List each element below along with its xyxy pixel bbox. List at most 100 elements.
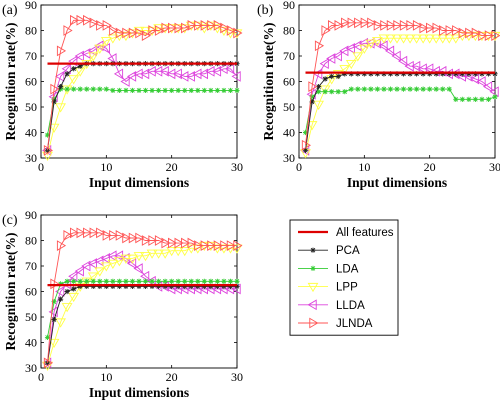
marker-lda (302, 129, 309, 136)
legend: All features PCA LDA LPP LLDA JLNDA (289, 219, 399, 336)
marker-lpp (87, 272, 99, 282)
x-tick-label: 20 (166, 160, 178, 174)
legend-label: All features (336, 227, 394, 239)
marker-lpp (319, 85, 331, 95)
marker-lpp (81, 277, 93, 287)
marker-lda (329, 89, 335, 95)
marker-pca (221, 283, 227, 289)
marker-llda (417, 63, 427, 75)
marker-jlnda (148, 235, 158, 246)
legend-marker (309, 317, 319, 329)
marker-lpp (55, 103, 66, 113)
marker-pca (479, 71, 485, 77)
marker-pca (322, 76, 328, 82)
marker-llda (411, 60, 421, 72)
marker-llda (94, 255, 104, 267)
marker-jlnda (135, 232, 145, 244)
marker-lda (129, 87, 136, 94)
marker-jlnda (154, 235, 165, 246)
marker-llda (146, 65, 156, 77)
marker-lda (492, 94, 498, 100)
marker-llda (133, 68, 143, 80)
marker-lpp (456, 31, 468, 42)
legend-label: PCA (336, 245, 360, 257)
panel-label: (c) (2, 213, 18, 228)
marker-lda (427, 86, 433, 92)
marker-pca (414, 71, 420, 77)
marker-llda (179, 71, 189, 82)
marker-lpp (225, 29, 236, 39)
marker-lda (103, 278, 109, 284)
legend-box (289, 219, 399, 336)
marker-jlnda (161, 237, 171, 249)
marker-pca (361, 71, 367, 77)
marker-llda (126, 71, 137, 82)
marker-pca (492, 71, 498, 77)
marker-lda (110, 278, 116, 284)
marker-lpp (159, 249, 171, 259)
y-tick-label: 30 (25, 361, 37, 375)
marker-lpp (218, 244, 230, 254)
marker-pca (71, 66, 77, 72)
marker-llda (185, 71, 195, 82)
x-tick-label: 30 (489, 160, 500, 174)
marker-pca (234, 283, 240, 289)
series-jlnda (43, 14, 243, 156)
marker-jlnda (354, 17, 364, 29)
marker-llda (81, 48, 91, 59)
marker-jlnda (50, 83, 60, 95)
marker-lda (162, 278, 168, 284)
y-tick-label: 80 (283, 24, 295, 38)
marker-llda (319, 58, 329, 70)
marker-lpp (100, 37, 112, 47)
marker-pca (329, 73, 335, 79)
marker-llda (140, 68, 150, 80)
marker-jlnda (452, 25, 462, 36)
y-tick-label: 40 (25, 336, 37, 350)
marker-lda (90, 86, 96, 92)
x-tick-label: 30 (231, 370, 243, 384)
marker-jlnda (187, 20, 197, 31)
marker-lpp (365, 39, 377, 49)
marker-lpp (107, 259, 119, 269)
marker-lpp (114, 31, 125, 42)
marker-lda (479, 96, 485, 102)
x-tick-label: 0 (38, 160, 44, 174)
marker-jlnda (200, 20, 210, 31)
marker-llda (211, 65, 222, 77)
marker-jlnda (373, 20, 383, 31)
marker-pca (182, 283, 188, 289)
y-tick-label: 90 (25, 208, 37, 222)
marker-jlnda (439, 25, 449, 36)
marker-jlnda (484, 30, 494, 41)
marker-lpp (332, 70, 344, 80)
marker-lda (446, 86, 452, 92)
y-tick-label: 30 (25, 151, 37, 165)
marker-pca (309, 99, 315, 105)
marker-lda (234, 278, 240, 284)
marker-pca (420, 71, 426, 77)
marker-pca (407, 71, 413, 77)
y-tick-label: 50 (283, 100, 295, 114)
marker-lpp (437, 34, 449, 44)
marker-lda (44, 334, 51, 340)
marker-lda (188, 278, 194, 284)
marker-jlnda (76, 227, 86, 239)
marker-jlnda (220, 22, 230, 34)
marker-jlnda (69, 227, 80, 239)
marker-pca (355, 71, 361, 77)
marker-jlnda (432, 22, 442, 34)
marker-pca (453, 71, 459, 77)
marker-llda (424, 63, 434, 75)
marker-jlnda (56, 45, 67, 57)
marker-lda (51, 299, 57, 305)
marker-jlnda (200, 240, 210, 251)
marker-lda (90, 278, 96, 284)
x-axis-label: Input dimensions (89, 385, 189, 400)
marker-llda (384, 45, 395, 57)
marker-pca (175, 283, 181, 289)
marker-pca (64, 71, 70, 77)
marker-lda (97, 86, 103, 92)
marker-lpp (166, 247, 178, 257)
